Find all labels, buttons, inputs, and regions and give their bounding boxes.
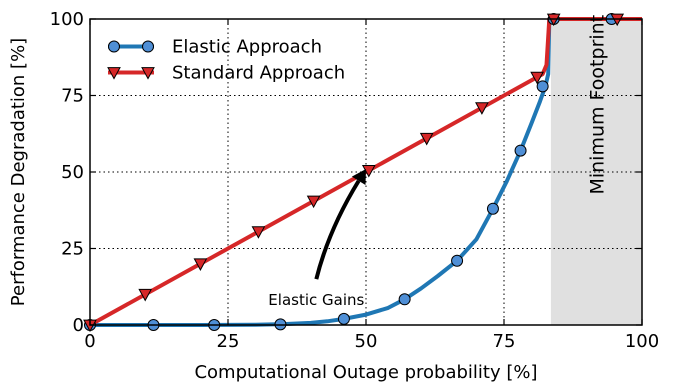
- data-point-1: [138, 288, 153, 302]
- y-tick-label: 100: [50, 9, 84, 30]
- y-tick-label: 75: [61, 86, 84, 107]
- data-point-0: [337, 312, 350, 325]
- y-tick-label: 50: [61, 162, 84, 183]
- y-tick-label: 0: [73, 315, 84, 336]
- x-tick-label: 75: [493, 331, 516, 352]
- data-point-0: [398, 293, 411, 306]
- annotation-arrowhead: [351, 168, 366, 186]
- x-tick-label: 0: [84, 331, 95, 352]
- data-point-0: [536, 80, 549, 93]
- x-tick-label: 25: [217, 331, 240, 352]
- legend-marker-1: [107, 67, 121, 80]
- x-axis-label: Computational Outage probability [%]: [194, 362, 537, 383]
- data-point-1: [306, 195, 321, 209]
- data-point-0: [451, 254, 464, 267]
- y-axis-label: Performance Degradation [%]: [8, 38, 29, 306]
- data-point-1: [475, 102, 489, 115]
- legend-label-standard: Standard Approach: [172, 63, 345, 84]
- data-point-0: [486, 202, 499, 215]
- tick-labels: 0 25 50 75 100 0 25 50 75 100: [50, 9, 660, 352]
- legend-label-elastic: Elastic Approach: [172, 37, 322, 58]
- legend-marker-1: [141, 67, 155, 80]
- ticks: [89, 18, 643, 326]
- annotation-arrow: [314, 179, 361, 280]
- annotation: Elastic Gains: [268, 168, 366, 309]
- data-point-1: [419, 132, 434, 146]
- y-tick-label: 25: [61, 239, 84, 260]
- data-point-1: [193, 258, 208, 271]
- shaded-region-label: Minimum Footprint: [586, 15, 608, 195]
- x-tick-label: 100: [625, 331, 659, 352]
- annotation-text: Elastic Gains: [268, 291, 364, 309]
- data-point-0: [514, 144, 527, 157]
- legend: Elastic Approach Standard Approach: [107, 37, 345, 84]
- data-point-1: [251, 226, 266, 239]
- data-point-1: [530, 71, 544, 85]
- legend-marker-0: [142, 40, 154, 53]
- x-tick-label: 50: [355, 331, 378, 352]
- legend-markers: [107, 40, 155, 80]
- legend-marker-0: [108, 40, 120, 53]
